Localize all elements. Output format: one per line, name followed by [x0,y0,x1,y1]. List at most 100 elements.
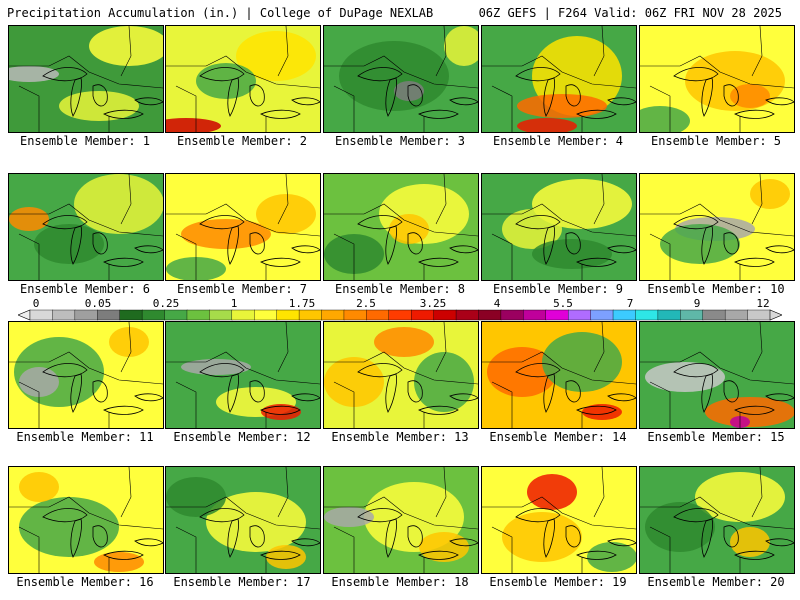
great-lake-outline [70,518,82,558]
great-lake-outline [357,67,403,82]
great-lake-outline [92,84,108,107]
great-lake-outline [734,405,775,415]
great-lake-outline [199,215,245,230]
precip-contour [261,404,301,420]
colorbar-max-arrow [769,309,782,321]
precip-contour [527,474,577,510]
great-lake-outline [199,363,245,378]
state-border [277,26,289,77]
great-lake-outline [607,393,636,402]
ensemble-member-label: Ensemble Member: 9 [492,282,624,296]
great-lake-outline [449,538,478,547]
ensemble-member-label: Ensemble Member: 10 [647,282,785,296]
ensemble-member-map [8,466,164,574]
state-border [324,351,478,385]
colorbar-bin [97,309,121,321]
ensemble-member-label: Ensemble Member: 19 [489,575,627,589]
colorbar-bin [433,309,457,321]
precip-contour [74,174,163,234]
state-border [649,85,671,132]
state-border [120,322,132,373]
precip-contour [640,106,690,132]
state-border [9,203,163,237]
great-lake-outline [227,373,239,413]
state-border [166,351,320,385]
great-lake-outline [291,245,320,254]
state-border [175,233,197,280]
colorbar-bin [119,309,143,321]
state-border [120,174,132,225]
ensemble-member-map [481,25,637,133]
precip-contour [750,179,790,209]
state-border [175,85,197,132]
great-lake-outline [701,225,713,265]
great-lake-outline [42,215,88,230]
colorbar-bin [724,309,749,321]
state-border [482,203,636,237]
state-border [640,351,794,385]
state-border [333,85,355,132]
colorbar-bin [500,309,525,321]
precip-contour [645,502,715,552]
great-lake-outline [723,525,739,548]
colorbar-tick-label: 5.5 [553,297,573,310]
great-lake-outline [385,77,397,117]
ensemble-member-label: Ensemble Member: 5 [650,134,782,148]
great-lake-outline [42,508,88,523]
colorbar-bin [612,309,637,321]
precip-contour [705,397,794,427]
ensemble-member-map [481,173,637,281]
precip-contour [414,352,474,412]
great-lake-outline [607,538,636,547]
state-border [640,496,794,530]
precip-contour [502,512,582,562]
precip-contour [266,545,306,569]
state-border [18,85,40,132]
precip-contour [487,347,557,397]
ensemble-member-label: Ensemble Member: 11 [16,430,154,444]
precip-contour [419,532,469,562]
great-lake-outline [249,84,265,107]
ensemble-member-label: Ensemble Member: 20 [647,575,785,589]
colorbar-tick-label: 7 [626,297,634,310]
state-border [333,233,355,280]
state-border [593,322,605,373]
colorbar-bin [231,309,255,321]
page-title: Precipitation Accumulation (in.) | Colle… [7,6,434,20]
colorbar-bin [590,309,614,321]
ensemble-member-map [481,466,637,574]
great-lake-outline [227,77,239,117]
colorbar-tick-label: 12 [756,297,770,310]
precip-contour [109,327,149,357]
great-lake-outline [70,225,82,265]
state-border [649,381,671,428]
ensemble-member-label: Ensemble Member: 3 [334,134,466,148]
state-border [435,467,447,518]
great-lake-outline [260,257,301,267]
great-lake-outline [543,225,555,265]
great-lake-outline [70,77,82,117]
colorbar-bin [74,309,98,321]
colorbar-bin [186,309,211,321]
state-border [166,55,320,89]
state-border [491,381,513,428]
colorbar-bin [321,309,345,321]
great-lake-outline [701,373,713,413]
precip-contour [517,94,607,118]
colorbar-bin [298,309,323,321]
great-lake-outline [418,109,459,119]
precip-contour [517,118,577,132]
precip-contour [206,492,306,552]
great-lake-outline [449,97,478,106]
ensemble-member-label: Ensemble Member: 1 [19,134,151,148]
great-lake-outline [765,538,794,547]
ensemble-member-map [639,173,795,281]
state-border [751,467,763,518]
great-lake-outline [249,525,265,548]
great-lake-outline [418,405,459,415]
colorbar-bin [366,309,390,321]
great-lake-outline [576,109,617,119]
state-border [324,55,478,89]
great-lake-outline [673,215,719,230]
great-lake-outline [260,109,301,119]
